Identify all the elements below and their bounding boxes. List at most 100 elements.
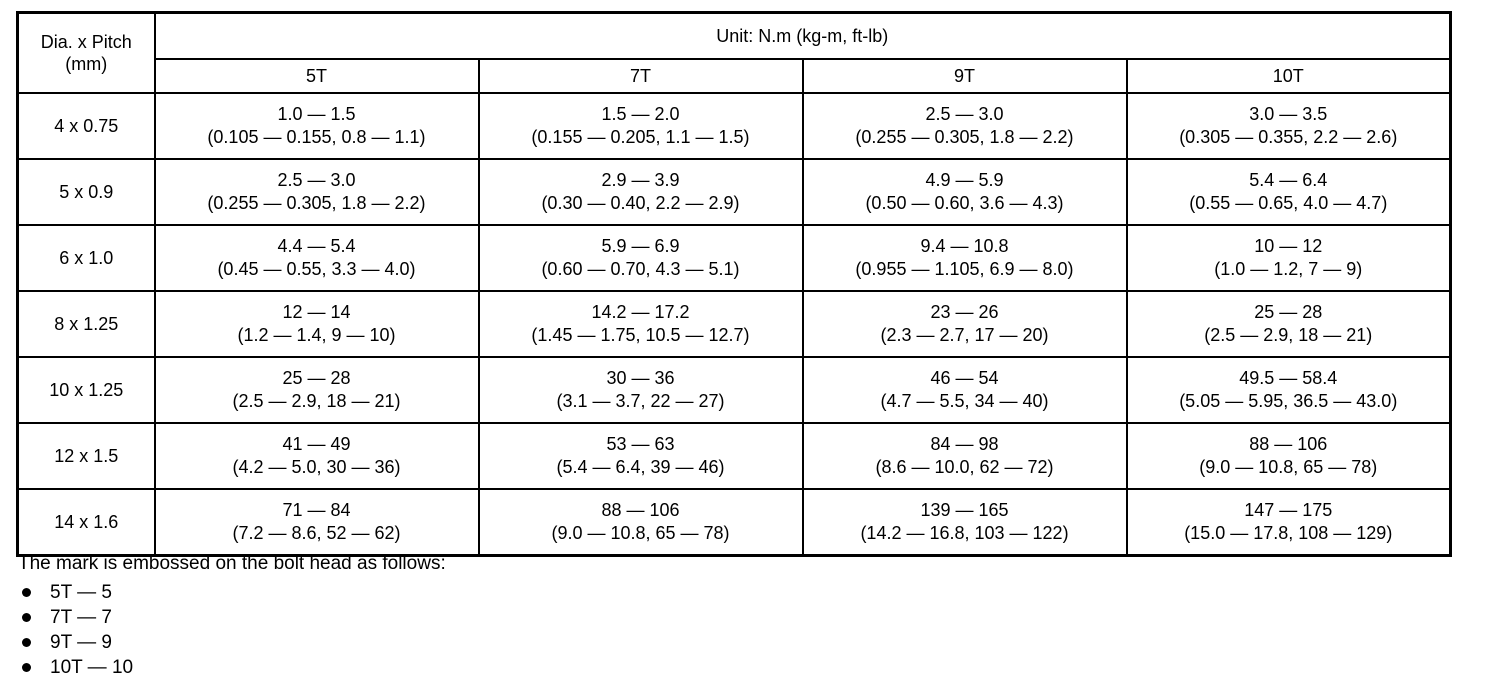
torque-range-kgm-ftlb: (14.2 — 16.8, 103 — 122) [860,523,1069,543]
dia-pitch-header-line1: Dia. x Pitch [40,32,132,52]
torque-range-nm: 1.5 — 2.0 [601,104,680,124]
torque-cell: 1.0 — 1.5 (0.105 — 0.155, 0.8 — 1.1) [153,92,480,160]
torque-range-kgm-ftlb: (5.05 — 5.95, 36.5 — 43.0) [1179,391,1398,411]
bolt-mark-5t: 5T — 5 [50,581,112,603]
torque-range-kgm-ftlb: (0.955 — 1.105, 6.9 — 8.0) [855,259,1074,279]
torque-range-kgm-ftlb: (4.7 — 5.5, 34 — 40) [880,391,1049,411]
torque-range-nm: 10 — 12 [1254,236,1323,256]
torque-range-kgm-ftlb: (15.0 — 17.8, 108 — 129) [1184,523,1393,543]
torque-range-nm: 84 — 98 [930,434,999,454]
torque-range-nm: 88 — 106 [1249,434,1328,454]
bullet-icon [22,613,31,622]
torque-range-kgm-ftlb: (1.0 — 1.2, 7 — 9) [1214,259,1363,279]
torque-range-kgm-ftlb: (9.0 — 10.8, 65 — 78) [1199,457,1378,477]
dia-pitch-header: Dia. x Pitch (mm) [16,11,156,94]
bullet-icon [22,663,31,672]
torque-range-kgm-ftlb: (2.5 — 2.9, 18 — 21) [232,391,401,411]
torque-range-nm: 49.5 — 58.4 [1239,368,1338,388]
torque-range-kgm-ftlb: (0.105 — 0.155, 0.8 — 1.1) [207,127,426,147]
torque-cell: 2.9 — 3.9 (0.30 — 0.40, 2.2 — 2.9) [477,158,804,226]
dia-pitch-header-line2: (mm) [65,54,108,74]
row-header-size: 5 x 0.9 [16,158,156,226]
row-header-size: 14 x 1.6 [16,488,156,557]
unit-header-row: Dia. x Pitch (mm) Unit: N.m (kg-m, ft-lb… [16,11,1452,94]
torque-cell: 1.5 — 2.0 (0.155 — 0.205, 1.1 — 1.5) [477,92,804,160]
torque-range-nm: 46 — 54 [930,368,999,388]
table-row: 8 x 1.25 12 — 14 (1.2 — 1.4, 9 — 10) 14.2 —… [16,290,1452,358]
row-header-size: 6 x 1.0 [16,224,156,292]
torque-range-kgm-ftlb: (0.55 — 0.65, 4.0 — 4.7) [1189,193,1388,213]
torque-range-nm: 53 — 63 [606,434,675,454]
torque-cell: 4.4 — 5.4 (0.45 — 0.55, 3.3 — 4.0) [153,224,480,292]
torque-range-kgm-ftlb: (0.305 — 0.355, 2.2 — 2.6) [1179,127,1398,147]
list-item: 10T — 10 [18,655,446,680]
torque-range-nm: 88 — 106 [601,500,680,520]
table-row: 6 x 1.0 4.4 — 5.4 (0.45 — 0.55, 3.3 — 4.0)… [16,224,1452,292]
torque-range-kgm-ftlb: (0.60 — 0.70, 4.3 — 5.1) [541,259,740,279]
torque-range-kgm-ftlb: (1.45 — 1.75, 10.5 — 12.7) [531,325,750,345]
torque-cell: 71 — 84 (7.2 — 8.6, 52 — 62) [153,488,480,557]
table-header: Dia. x Pitch (mm) Unit: N.m (kg-m, ft-lb… [16,11,1452,94]
torque-cell: 88 — 106 (9.0 — 10.8, 65 — 78) [1125,422,1452,490]
bullet-icon [22,588,31,597]
torque-cell: 9.4 — 10.8 (0.955 — 1.105, 6.9 — 8.0) [801,224,1128,292]
torque-range-kgm-ftlb: (0.255 — 0.305, 1.8 — 2.2) [207,193,426,213]
torque-range-nm: 4.9 — 5.9 [925,170,1004,190]
torque-range-kgm-ftlb: (3.1 — 3.7, 22 — 27) [556,391,725,411]
footnote: The mark is embossed on the bolt head as… [18,552,446,680]
torque-cell: 53 — 63 (5.4 — 6.4, 39 — 46) [477,422,804,490]
torque-cell: 12 — 14 (1.2 — 1.4, 9 — 10) [153,290,480,358]
torque-range-nm: 2.5 — 3.0 [277,170,356,190]
table-row: 4 x 0.75 1.0 — 1.5 (0.105 — 0.155, 0.8 — 1… [16,92,1452,160]
torque-range-nm: 23 — 26 [930,302,999,322]
torque-range-nm: 14.2 — 17.2 [591,302,690,322]
torque-cell: 84 — 98 (8.6 — 10.0, 62 — 72) [801,422,1128,490]
torque-spec-table: Dia. x Pitch (mm) Unit: N.m (kg-m, ft-lb… [16,11,1453,557]
torque-cell: 5.9 — 6.9 (0.60 — 0.70, 4.3 — 5.1) [477,224,804,292]
torque-range-nm: 4.4 — 5.4 [277,236,356,256]
torque-cell: 25 — 28 (2.5 — 2.9, 18 — 21) [1125,290,1452,358]
torque-cell: 139 — 165 (14.2 — 16.8, 103 — 122) [801,488,1128,557]
torque-cell: 25 — 28 (2.5 — 2.9, 18 — 21) [153,356,480,424]
torque-range-nm: 139 — 165 [920,500,1009,520]
table-row: 5 x 0.9 2.5 — 3.0 (0.255 — 0.305, 1.8 — 2.… [16,158,1452,226]
torque-range-kgm-ftlb: (0.50 — 0.60, 3.6 — 4.3) [865,193,1064,213]
table-row: 14 x 1.6 71 — 84 (7.2 — 8.6, 52 — 62) 88 — … [16,488,1452,557]
torque-cell: 5.4 — 6.4 (0.55 — 0.65, 4.0 — 4.7) [1125,158,1452,226]
torque-range-nm: 25 — 28 [282,368,351,388]
torque-range-nm: 147 — 175 [1244,500,1333,520]
row-header-size: 8 x 1.25 [16,290,156,358]
torque-range-kgm-ftlb: (5.4 — 6.4, 39 — 46) [556,457,725,477]
torque-range-kgm-ftlb: (7.2 — 8.6, 52 — 62) [232,523,401,543]
torque-range-kgm-ftlb: (0.45 — 0.55, 3.3 — 4.0) [217,259,416,279]
torque-range-nm: 41 — 49 [282,434,351,454]
torque-range-nm: 2.9 — 3.9 [601,170,680,190]
table-row: 10 x 1.25 25 — 28 (2.5 — 2.9, 18 — 21) 30 —… [16,356,1452,424]
torque-cell: 30 — 36 (3.1 — 3.7, 22 — 27) [477,356,804,424]
torque-cell: 2.5 — 3.0 (0.255 — 0.305, 1.8 — 2.2) [801,92,1128,160]
torque-cell: 2.5 — 3.0 (0.255 — 0.305, 1.8 — 2.2) [153,158,480,226]
footnote-intro: The mark is embossed on the bolt head as… [18,553,446,574]
torque-range-kgm-ftlb: (0.255 — 0.305, 1.8 — 2.2) [855,127,1074,147]
torque-range-nm: 71 — 84 [282,500,351,520]
torque-cell: 23 — 26 (2.3 — 2.7, 17 — 20) [801,290,1128,358]
table-row: 12 x 1.5 41 — 49 (4.2 — 5.0, 30 — 36) 53 — … [16,422,1452,490]
torque-range-nm: 5.4 — 6.4 [1249,170,1328,190]
row-header-size: 12 x 1.5 [16,422,156,490]
bolt-mark-list: 5T — 5 7T — 7 9T — 9 10T — 10 [18,580,446,680]
torque-cell: 4.9 — 5.9 (0.50 — 0.60, 3.6 — 4.3) [801,158,1128,226]
grade-header-5t: 5T [153,58,480,94]
torque-range-kgm-ftlb: (1.2 — 1.4, 9 — 10) [237,325,396,345]
grade-header-9t: 9T [801,58,1128,94]
torque-cell: 3.0 — 3.5 (0.305 — 0.355, 2.2 — 2.6) [1125,92,1452,160]
bolt-mark-9t: 9T — 9 [50,631,112,653]
row-header-size: 10 x 1.25 [16,356,156,424]
torque-range-nm: 12 — 14 [282,302,351,322]
grade-header-row: 5T 7T 9T 10T [18,58,1452,94]
torque-range-nm: 2.5 — 3.0 [925,104,1004,124]
table-body: 4 x 0.75 1.0 — 1.5 (0.105 — 0.155, 0.8 — 1… [16,92,1452,557]
torque-range-nm: 30 — 36 [606,368,675,388]
bolt-mark-10t: 10T — 10 [50,656,134,678]
torque-cell: 14.2 — 17.2 (1.45 — 1.75, 10.5 — 12.7) [477,290,804,358]
torque-range-nm: 25 — 28 [1254,302,1323,322]
